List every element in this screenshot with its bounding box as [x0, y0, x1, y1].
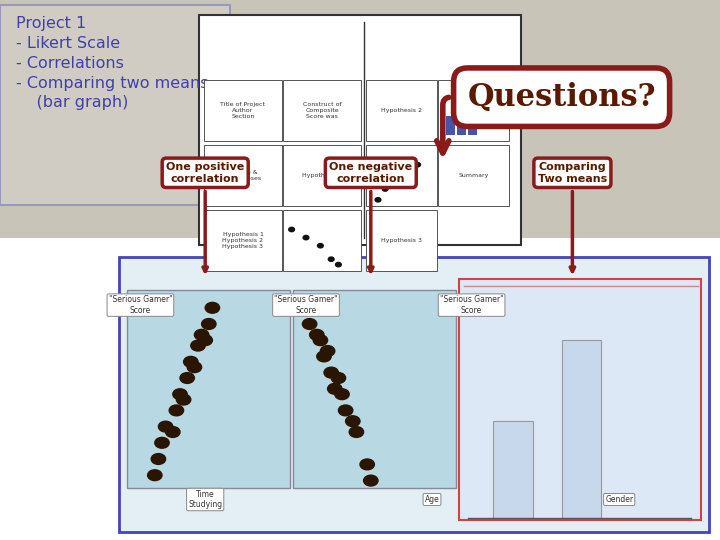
- Bar: [446, 116, 455, 135]
- Text: Hypothesis 3: Hypothesis 3: [381, 238, 422, 243]
- Circle shape: [331, 373, 346, 383]
- FancyBboxPatch shape: [204, 145, 282, 206]
- FancyBboxPatch shape: [366, 145, 437, 206]
- Circle shape: [317, 351, 331, 362]
- Circle shape: [336, 262, 341, 267]
- Circle shape: [202, 319, 216, 329]
- Circle shape: [349, 427, 364, 437]
- Circle shape: [180, 373, 194, 383]
- Circle shape: [173, 389, 187, 400]
- Circle shape: [335, 389, 349, 400]
- Circle shape: [324, 367, 338, 378]
- FancyBboxPatch shape: [283, 145, 361, 206]
- Text: "Serious Gamer"
Score: "Serious Gamer" Score: [109, 295, 172, 315]
- Text: "Serious Gamer"
Score: "Serious Gamer" Score: [274, 295, 338, 315]
- FancyBboxPatch shape: [459, 279, 701, 520]
- Text: Gender: Gender: [605, 495, 634, 504]
- Circle shape: [375, 198, 381, 202]
- FancyBboxPatch shape: [283, 210, 361, 271]
- Circle shape: [338, 405, 353, 416]
- Circle shape: [155, 437, 169, 448]
- Text: Time
Studying: Time Studying: [188, 490, 222, 509]
- Bar: [562, 340, 601, 518]
- Text: Project 1
- Likert Scale
- Correlations
- Comparing two means
    (bar graph): Project 1 - Likert Scale - Correlations …: [16, 16, 208, 110]
- Circle shape: [151, 454, 166, 464]
- Text: Hypothesis 2: Hypothesis 2: [381, 108, 422, 113]
- Text: Questions?: Questions?: [437, 82, 656, 153]
- Circle shape: [198, 335, 212, 346]
- Text: One positive
correlation: One positive correlation: [166, 162, 244, 272]
- Circle shape: [318, 244, 323, 248]
- Circle shape: [310, 329, 324, 340]
- Bar: [457, 105, 466, 135]
- FancyBboxPatch shape: [366, 80, 437, 141]
- Text: Hypothesis 1
Hypothesis 2
Hypothesis 3: Hypothesis 1 Hypothesis 2 Hypothesis 3: [222, 232, 264, 248]
- Text: Hypothesis 1: Hypothesis 1: [302, 173, 343, 178]
- Circle shape: [289, 227, 294, 232]
- FancyBboxPatch shape: [204, 80, 282, 141]
- Circle shape: [205, 302, 220, 313]
- Circle shape: [191, 340, 205, 351]
- Circle shape: [194, 329, 209, 340]
- Text: Title of Project
Author
Section: Title of Project Author Section: [220, 103, 266, 119]
- Circle shape: [393, 176, 399, 180]
- Circle shape: [166, 427, 180, 437]
- Circle shape: [184, 356, 198, 367]
- Circle shape: [404, 168, 410, 172]
- Text: Age: Age: [425, 495, 439, 504]
- Circle shape: [360, 459, 374, 470]
- Circle shape: [302, 319, 317, 329]
- FancyBboxPatch shape: [438, 80, 509, 141]
- Circle shape: [148, 470, 162, 481]
- Text: Construct of
Composite
Score was: Construct of Composite Score was: [303, 103, 341, 119]
- Circle shape: [320, 346, 335, 356]
- FancyBboxPatch shape: [199, 15, 521, 245]
- Bar: [0, 0, 720, 238]
- Circle shape: [169, 405, 184, 416]
- Circle shape: [303, 235, 309, 240]
- Bar: [468, 113, 477, 135]
- Bar: [493, 421, 533, 518]
- FancyBboxPatch shape: [438, 145, 509, 206]
- FancyBboxPatch shape: [119, 256, 709, 532]
- FancyBboxPatch shape: [0, 5, 230, 205]
- FancyBboxPatch shape: [283, 80, 361, 141]
- Circle shape: [346, 416, 360, 427]
- Circle shape: [158, 421, 173, 432]
- Circle shape: [187, 362, 202, 373]
- FancyBboxPatch shape: [204, 210, 282, 271]
- Circle shape: [313, 335, 328, 346]
- Text: "Serious Gamer"
Score: "Serious Gamer" Score: [440, 295, 503, 315]
- Circle shape: [328, 257, 334, 261]
- Circle shape: [328, 383, 342, 394]
- FancyBboxPatch shape: [366, 210, 437, 271]
- FancyBboxPatch shape: [127, 290, 290, 488]
- FancyBboxPatch shape: [293, 290, 456, 488]
- Text: One negative
correlation: One negative correlation: [329, 162, 413, 272]
- Text: Theme &
Hypotheses: Theme & Hypotheses: [225, 170, 261, 181]
- Circle shape: [415, 163, 420, 167]
- Circle shape: [176, 394, 191, 405]
- Text: Summary: Summary: [458, 173, 489, 178]
- Text: Comparing
Two means: Comparing Two means: [538, 162, 607, 272]
- Circle shape: [382, 187, 388, 191]
- Circle shape: [364, 475, 378, 486]
